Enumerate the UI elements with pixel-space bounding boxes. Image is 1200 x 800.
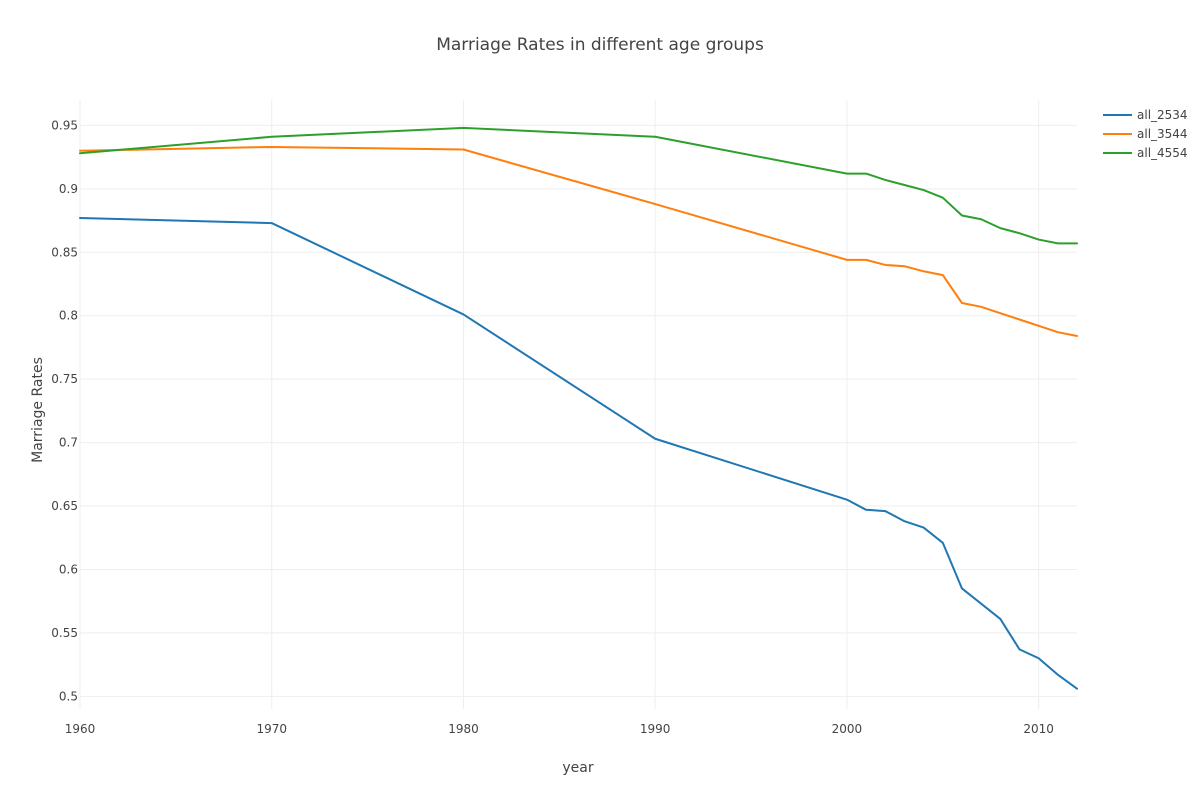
y-tick-label: 0.9 [59,182,78,196]
chart-title: Marriage Rates in different age groups [436,35,764,55]
x-tick-label: 1960 [65,722,96,736]
x-axis-title: year [562,760,593,776]
y-tick-label: 0.75 [51,372,78,386]
legend-label: all_4554 [1137,146,1188,160]
y-tick-label: 0.6 [59,562,78,576]
y-tick-label: 0.85 [51,245,78,259]
x-tick-label: 2000 [832,722,863,736]
x-tick-label: 1980 [448,722,479,736]
y-tick-label: 0.8 [59,309,78,323]
legend-item-all_3544[interactable]: all_3544 [1103,127,1188,141]
y-tick-label: 0.5 [59,689,78,703]
series-line-all_4554 [79,126,1078,245]
y-tick-label: 0.55 [51,626,78,640]
x-tick-label: 1970 [256,722,287,736]
series-line-all_2534 [79,216,1078,690]
series-line-all_3544 [79,145,1078,337]
legend[interactable]: all_2534 all_3544 all_4554 [1103,108,1188,160]
legend-label: all_2534 [1137,108,1188,122]
y-tick-label: 0.7 [59,436,78,450]
legend-label: all_3544 [1137,127,1188,141]
x-tick-label: 2010 [1023,722,1054,736]
y-tick-label: 0.65 [51,499,78,513]
legend-item-all_2534[interactable]: all_2534 [1103,108,1188,122]
x-tick-label: 1990 [640,722,671,736]
x-axis-ticks: 1960 1970 1980 1990 2000 2010 [65,722,1054,736]
legend-item-all_4554[interactable]: all_4554 [1103,146,1188,160]
y-tick-label: 0.95 [51,118,78,132]
grid [79,100,1077,709]
y-axis-title: Marriage Rates [30,357,46,463]
y-axis-ticks: 0.5 0.55 0.6 0.65 0.7 0.75 0.8 0.85 0.9 0.95 [51,118,78,703]
series-lines [79,126,1078,690]
